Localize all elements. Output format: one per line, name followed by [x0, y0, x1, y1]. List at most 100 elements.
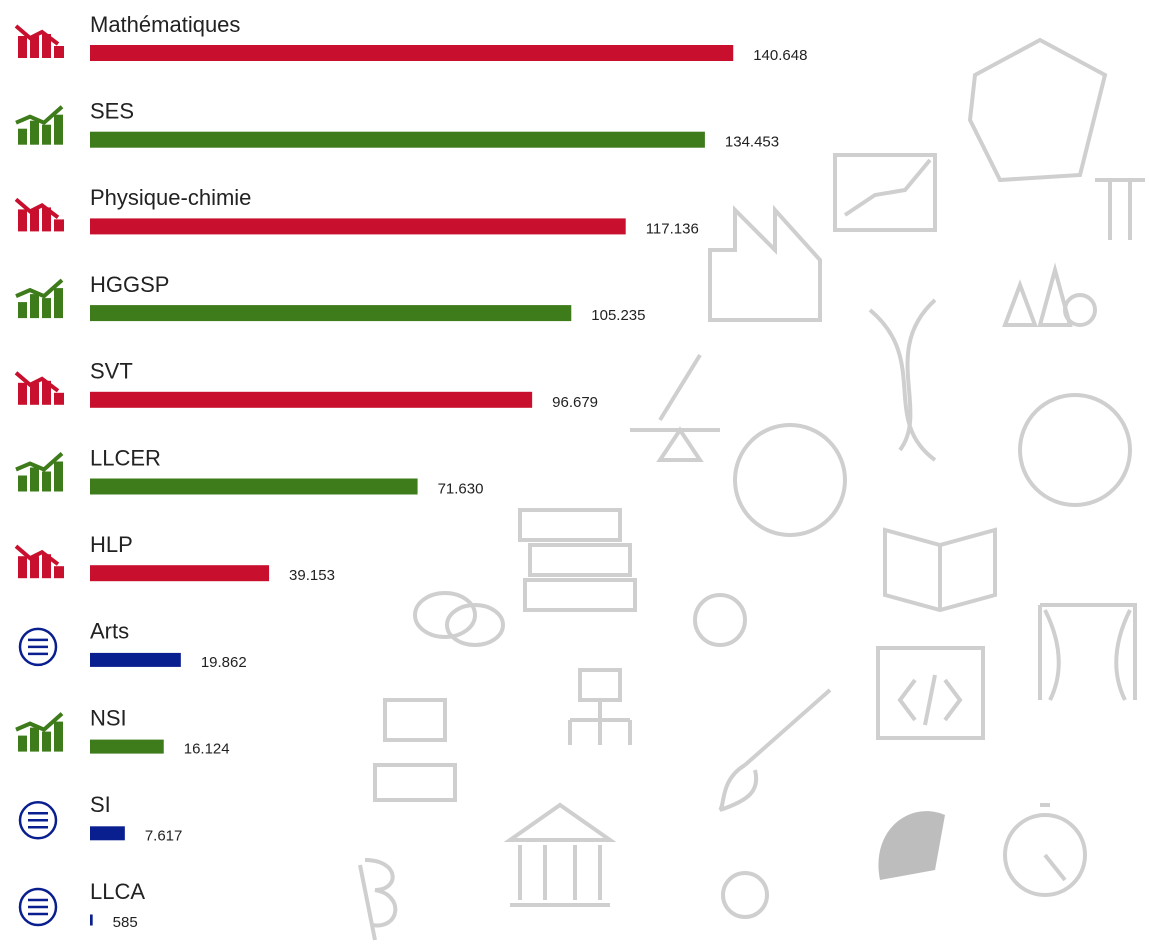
deco-stopwatch — [1003, 813, 1087, 897]
deco-whistle — [721, 871, 769, 919]
trend-bar — [30, 467, 39, 492]
trend-bar — [42, 34, 51, 58]
trend-bar — [42, 380, 51, 405]
trend-arrow — [15, 712, 64, 732]
trend-bar — [18, 128, 27, 145]
trend-bar — [30, 556, 39, 579]
category-label: SVT — [90, 359, 133, 384]
trend-arrow — [15, 452, 64, 472]
trend-icon — [15, 452, 64, 492]
value-label: 117.136 — [646, 220, 699, 237]
trend-icon — [15, 712, 64, 752]
trend-bar — [30, 382, 39, 405]
deco-robot-body — [373, 763, 457, 802]
trend-icon — [18, 627, 58, 667]
trend-icon — [15, 105, 64, 145]
value-label: 7.617 — [145, 827, 183, 844]
bar — [90, 652, 181, 667]
trend-bar — [42, 207, 51, 232]
category-label: HGGSP — [90, 272, 169, 297]
value-label: 19.862 — [201, 654, 247, 671]
deco-globe — [733, 423, 847, 537]
deco-helmet — [878, 811, 945, 880]
deco-un — [1018, 393, 1132, 507]
trend-bar — [42, 554, 51, 579]
trend-bar — [54, 721, 63, 752]
trend-bar — [30, 294, 39, 319]
deco-code — [876, 646, 985, 740]
bar — [90, 131, 705, 148]
category-label: LLCER — [90, 445, 161, 470]
trend-arrow — [15, 105, 64, 126]
category-label: Mathématiques — [90, 12, 240, 37]
trend-bar — [42, 471, 51, 492]
deco-curtain — [1038, 603, 1137, 701]
bar — [90, 45, 734, 61]
trend-bar — [54, 219, 64, 232]
trend-bar — [18, 36, 27, 58]
trend-bar — [42, 124, 51, 145]
deco-book — [883, 527, 997, 613]
deco-microscope — [630, 353, 720, 462]
trend-bar — [18, 556, 27, 579]
trend-bar — [54, 392, 64, 405]
equal-circle — [18, 801, 58, 840]
deco-speech — [413, 591, 477, 639]
deco-bulb — [693, 593, 747, 647]
category-label: HLP — [90, 532, 133, 557]
trend-bar — [54, 461, 63, 492]
trend-bar — [30, 209, 39, 232]
value-label: 16.124 — [184, 741, 230, 758]
trend-icon — [14, 371, 64, 405]
bar — [90, 914, 93, 926]
bar — [90, 218, 626, 235]
deco-flask — [1063, 293, 1097, 327]
trend-icon — [18, 887, 58, 927]
deco-factory — [708, 204, 822, 322]
trend-bar — [18, 475, 27, 492]
value-label: 71.630 — [438, 480, 484, 497]
bar — [90, 826, 125, 841]
deco-beta — [358, 858, 398, 941]
category-label: Physique-chimie — [90, 185, 251, 210]
deco-code-sym — [897, 674, 963, 726]
trend-arrow — [14, 371, 60, 393]
deco-line — [843, 158, 932, 217]
value-label: 140.648 — [753, 47, 807, 64]
deco-cube — [967, 37, 1108, 183]
bar — [90, 391, 533, 408]
trend-bar — [54, 566, 64, 579]
trend-icon — [14, 24, 64, 58]
deco-flasks — [1002, 262, 1073, 327]
trend-arrow — [14, 544, 60, 566]
value-label: 39.153 — [289, 567, 335, 584]
background-icons — [358, 37, 1145, 941]
trend-bar — [30, 120, 39, 145]
deco-network — [568, 668, 632, 745]
bar — [90, 478, 418, 495]
trend-bar — [30, 36, 39, 58]
trend-bar — [18, 302, 27, 319]
deco-pi — [1095, 178, 1145, 240]
trend-arrow — [14, 197, 60, 219]
trend-arrow — [15, 278, 64, 299]
deco-robot — [383, 698, 447, 742]
trend-bar — [30, 727, 39, 752]
trend-icon — [15, 278, 64, 319]
trend-arrow — [14, 24, 60, 46]
trend-bar — [42, 731, 51, 752]
equal-circle — [18, 627, 58, 667]
category-label: NSI — [90, 705, 127, 730]
trend-bar — [54, 46, 64, 58]
deco-chart — [833, 153, 937, 232]
value-label: 96.679 — [552, 394, 598, 411]
deco-books — [518, 508, 637, 612]
trend-bar — [18, 735, 27, 752]
deco-speech-2 — [445, 603, 505, 647]
category-label: Arts — [90, 619, 129, 644]
category-label: SI — [90, 792, 111, 817]
deco-dna — [868, 298, 937, 462]
bar — [90, 305, 572, 322]
value-label: 134.453 — [725, 134, 779, 151]
